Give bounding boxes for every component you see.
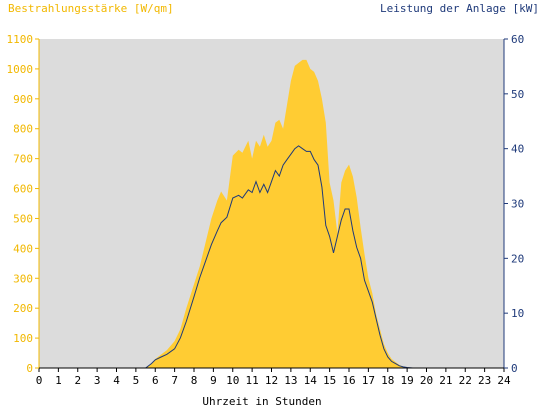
left-y-tick-label: 800: [13, 123, 33, 136]
x-tick-label: 15: [323, 374, 336, 387]
x-tick-label: 1: [55, 374, 62, 387]
left-y-tick-label: 100: [13, 332, 33, 345]
series-irradiance-area: [39, 59, 504, 369]
right-y-tick-label: 60: [511, 33, 524, 46]
right-y-tick-label: 20: [511, 252, 524, 265]
left-y-tick-label: 900: [13, 93, 33, 106]
x-tick-label: 20: [420, 374, 433, 387]
left-y-tick-label: 200: [13, 302, 33, 315]
x-tick-label: 14: [304, 374, 318, 387]
left-y-tick-label: 400: [13, 242, 33, 255]
left-y-tick-label: 700: [13, 153, 33, 166]
x-tick-label: 13: [284, 374, 297, 387]
x-tick-label: 0: [36, 374, 43, 387]
x-axis-title: Uhrzeit in Stunden: [202, 395, 321, 408]
x-tick-label: 3: [94, 374, 101, 387]
x-tick-label: 22: [459, 374, 472, 387]
x-tick-label: 16: [342, 374, 355, 387]
x-tick-label: 9: [210, 374, 217, 387]
x-tick-label: 10: [226, 374, 239, 387]
axis-layer: 0 1 2 3 4 5 6 7 8 9 10 11 12 13 14 15 16 17 18 19 20 21 22 23 24…: [7, 33, 525, 387]
x-tick-label: 6: [152, 374, 159, 387]
x-tick-label: 19: [401, 374, 414, 387]
x-tick-label: 4: [113, 374, 120, 387]
series-power-line: [39, 145, 504, 369]
x-tick-label: 21: [439, 374, 452, 387]
left-y-tick-label: 300: [13, 272, 33, 285]
right-axis-title: Leistung der Anlage [kW]: [380, 2, 539, 15]
left-y-tick-label: 1000: [7, 63, 34, 76]
right-y-tick-label: 30: [511, 198, 524, 211]
series-layer: [39, 59, 504, 369]
x-tick-label: 5: [133, 374, 140, 387]
left-y-tick-label: 0: [26, 362, 33, 375]
right-y-tick-label: 50: [511, 88, 524, 101]
x-tick-label: 7: [171, 374, 178, 387]
left-y-tick-label: 600: [13, 183, 33, 196]
x-tick-label: 11: [246, 374, 259, 387]
right-y-tick-label: 40: [511, 143, 524, 156]
x-tick-label: 12: [265, 374, 278, 387]
x-tick-label: 18: [381, 374, 394, 387]
left-y-tick-label: 1100: [7, 33, 34, 46]
left-axis-title: Bestrahlungsstärke [W/qm]: [8, 2, 174, 15]
right-y-tick-label: 0: [511, 362, 518, 375]
x-tick-label: 17: [362, 374, 375, 387]
x-tick-label: 23: [478, 374, 491, 387]
left-y-tick-label: 500: [13, 212, 33, 225]
x-tick-label: 2: [74, 374, 81, 387]
x-tick-label: 24: [497, 374, 511, 387]
x-tick-label: 8: [191, 374, 198, 387]
right-y-tick-label: 10: [511, 307, 524, 320]
